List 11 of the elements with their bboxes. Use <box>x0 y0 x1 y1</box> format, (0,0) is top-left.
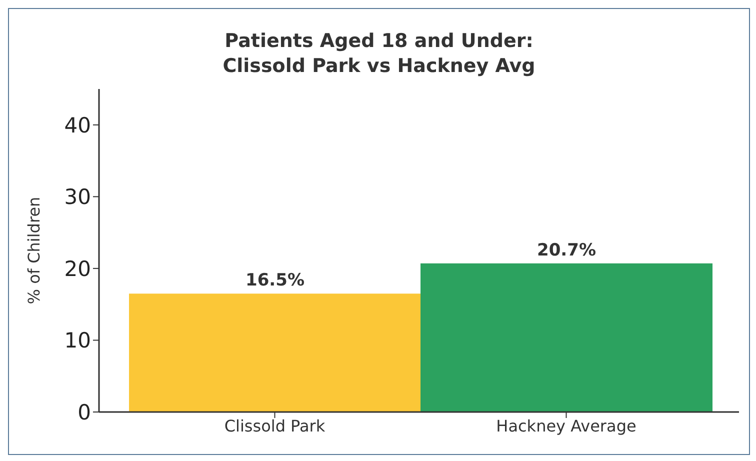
x-tick-label: Clissold Park <box>224 416 326 436</box>
y-axis-title: % of Children <box>24 196 44 304</box>
x-tick-label: Hackney Average <box>496 416 636 436</box>
y-tick-label: 20 <box>64 256 91 281</box>
data-label: 20.7% <box>537 240 596 260</box>
y-tick-label: 10 <box>64 328 91 353</box>
y-tick-label: 40 <box>64 113 91 138</box>
data-label: 16.5% <box>246 270 304 291</box>
chart-title: Patients Aged 18 and Under: Clissold Park vs Hackney Avg <box>222 29 536 79</box>
y-tick-label: 30 <box>64 185 91 210</box>
y-tick-label: 0 <box>78 400 91 424</box>
